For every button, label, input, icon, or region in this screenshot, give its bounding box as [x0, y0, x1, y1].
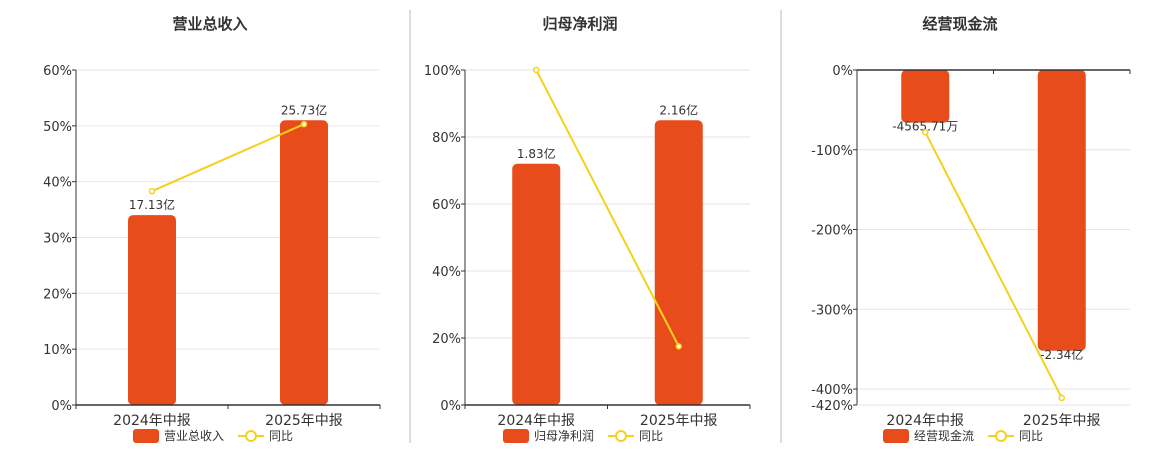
- x-tick-label: 2025年中报: [640, 413, 718, 429]
- bar: [512, 163, 561, 405]
- y-tick-label: -420%: [811, 399, 853, 414]
- data-label: -2.34亿: [1040, 347, 1083, 362]
- data-label: 1.83亿: [517, 146, 556, 161]
- y-tick-label: 40%: [432, 265, 461, 280]
- bar: [1037, 70, 1086, 351]
- legend-label: 营业总收入: [164, 429, 224, 443]
- series-line: [151, 123, 305, 193]
- legend-swatch-marker: [995, 430, 1007, 442]
- series-line: [924, 131, 1063, 399]
- legend-label: 归母净利润: [534, 429, 594, 443]
- x-tick-label: 2025年中报: [265, 413, 343, 429]
- legend-swatch-bar: [503, 429, 529, 443]
- chart-title: 经营现金流: [922, 15, 997, 33]
- y-tick-label: -100%: [811, 144, 853, 159]
- legend-label: 同比: [269, 429, 293, 443]
- bar: [654, 120, 703, 405]
- chart-panel-1: 营业总收入 0% 10% 20% 30% 40% 50% 60% 17.13亿 25.73亿 202…: [43, 15, 381, 443]
- y-tick-label: -400%: [811, 383, 853, 398]
- legend-label: 经营现金流: [914, 428, 974, 443]
- chart-panel-3: 经营现金流 0% -100% -200% -300% -400%-420% -4565.71…: [811, 15, 1131, 443]
- data-label: 25.73亿: [281, 102, 327, 117]
- bar: [280, 120, 328, 405]
- y-tick-label: 0%: [832, 64, 853, 79]
- y-tick-label: 20%: [432, 332, 461, 347]
- line-point: [148, 187, 156, 195]
- y-tick-label: -200%: [811, 224, 853, 239]
- x-tick-label: 2025年中报: [1023, 413, 1101, 429]
- x-tick-label: 2024年中报: [497, 413, 575, 429]
- line-point: [533, 66, 540, 74]
- line-point: [675, 343, 682, 350]
- legend-label: 同比: [639, 429, 663, 443]
- legend-swatch-bar: [883, 429, 909, 443]
- data-label: 17.13亿: [129, 197, 175, 212]
- y-tick-label: 60%: [432, 198, 461, 213]
- y-tick-label: 10%: [43, 343, 72, 358]
- legend-swatch-marker: [245, 430, 257, 442]
- legend-swatch-bar: [133, 429, 159, 443]
- line-point: [300, 120, 308, 128]
- chart-title: 营业总收入: [172, 15, 247, 33]
- bar: [901, 70, 950, 123]
- y-tick-label: 80%: [432, 131, 461, 146]
- chart-panel-2: 归母净利润 0% 20% 40% 60% 80% 100% 1.83亿 2.16亿 2024年中报…: [424, 15, 751, 443]
- chart-title: 归母净利润: [542, 15, 617, 33]
- bar: [128, 215, 176, 405]
- line-point: [922, 128, 929, 136]
- y-tick-label: 30%: [43, 232, 72, 247]
- y-tick-label: 40%: [43, 176, 72, 191]
- series-line: [535, 69, 680, 347]
- line-point: [1058, 394, 1065, 402]
- legend-label: 同比: [1019, 429, 1043, 443]
- y-tick-label: 60%: [43, 64, 72, 79]
- y-tick-label: -300%: [811, 303, 853, 318]
- y-tick-label: 0%: [51, 399, 72, 414]
- y-tick-label: 20%: [43, 287, 72, 302]
- x-tick-label: 2024年中报: [886, 413, 964, 429]
- y-tick-label: 0%: [440, 399, 461, 414]
- y-tick-label: 100%: [424, 64, 461, 79]
- y-tick-label: 50%: [43, 120, 72, 135]
- legend-swatch-marker: [615, 430, 627, 442]
- data-label: -4565.71万: [892, 120, 958, 134]
- data-label: 2.16亿: [659, 102, 698, 117]
- x-tick-label: 2024年中报: [113, 413, 191, 429]
